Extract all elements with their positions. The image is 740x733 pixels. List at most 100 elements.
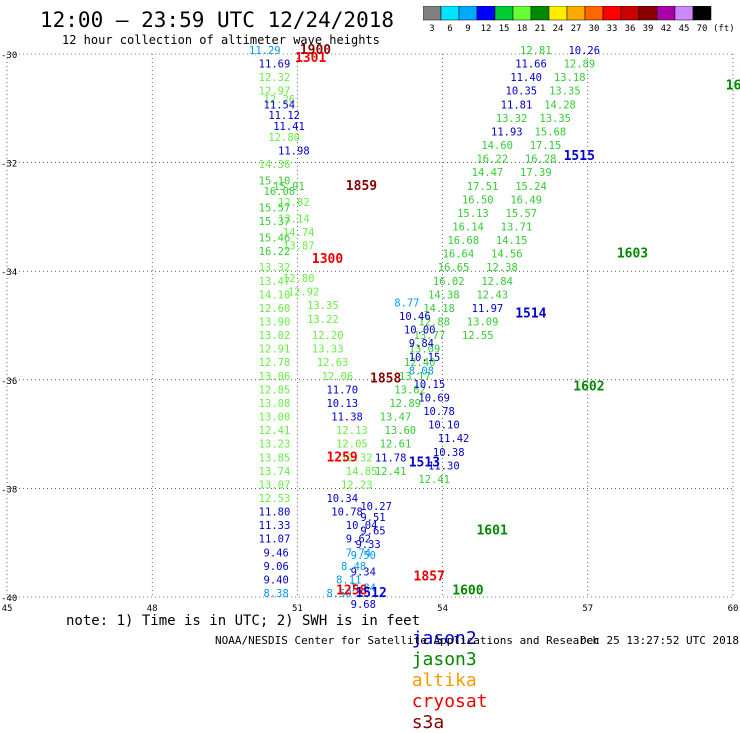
legend-s3a: s3a: [411, 712, 445, 733]
wave-height-label: 12.63: [317, 357, 349, 369]
wave-height-label: 7.74: [346, 547, 371, 559]
wave-height-label: 8.77: [394, 297, 419, 309]
wave-height-label: 10.15: [414, 379, 446, 391]
wave-height-label: 12.89: [564, 59, 596, 71]
colorbar-unit: (ft): [713, 24, 735, 34]
wave-height-label: 12.81: [520, 45, 552, 57]
wave-height-label: 11.41: [273, 121, 305, 133]
wave-height-label: 11.66: [515, 59, 547, 71]
y-tick-label: -30: [1, 51, 17, 61]
wave-height-label: 13.09: [409, 344, 441, 356]
wave-height-label: 14.18: [423, 303, 455, 315]
wave-height-label: 8.08: [409, 365, 434, 377]
wave-height-label: 13.22: [307, 314, 339, 326]
footer-note: note: 1) Time is in UTC; 2) SWH is in fe…: [66, 613, 421, 629]
wave-height-label: 15.24: [515, 181, 547, 193]
wave-height-label: 9.46: [264, 547, 289, 559]
pass-time-label: 1300: [312, 252, 343, 267]
wave-height-label: 15.37: [259, 216, 291, 228]
wave-height-label: 17.39: [520, 167, 552, 179]
colorbar-label: 27: [571, 24, 582, 34]
wave-height-label: 11.12: [268, 110, 300, 122]
wave-height-label: 14.10: [259, 289, 291, 301]
wave-height-label: 13.47: [259, 276, 291, 288]
wave-height-label: 10.27: [360, 501, 392, 513]
wave-height-label: 10.10: [428, 420, 460, 432]
pass-time-label: 1301: [295, 51, 326, 66]
wave-height-label: 9.62: [346, 534, 371, 546]
colorbar-label: 70: [697, 24, 708, 34]
wave-height-label: 11.54: [264, 99, 296, 111]
y-tick-label: -40: [1, 594, 17, 604]
wave-height-label: 13.09: [467, 317, 499, 329]
colorbar-label: 12: [481, 24, 492, 34]
wave-height-label: 10.13: [326, 398, 358, 410]
wave-height-label: 14.60: [481, 140, 513, 152]
page-subtitle: 12 hour collection of altimeter wave hei…: [62, 33, 380, 47]
wave-height-label: 16.22: [476, 154, 508, 166]
wave-height-label: 10.35: [506, 86, 538, 98]
wave-height-label: 16.08: [264, 186, 296, 198]
wave-height-label: 11.40: [510, 72, 542, 84]
wave-height-label: 13.07: [259, 479, 291, 491]
wave-height-label: 14.28: [544, 99, 576, 111]
wave-height-label: 10.34: [326, 493, 358, 505]
wave-height-label: 10.69: [418, 393, 450, 405]
pass-time-label: 16: [726, 78, 740, 93]
wave-height-label: 13.90: [259, 317, 291, 329]
wave-height-label: 15.13: [457, 208, 489, 220]
wave-height-label: 13.23: [259, 439, 291, 451]
wave-height-label: 9.84: [409, 338, 434, 350]
wave-height-label: 12.55: [462, 330, 494, 342]
legend-altika: altika: [411, 670, 477, 691]
pass-time-label: 1259: [326, 450, 357, 465]
wave-height-label: 15.68: [535, 126, 567, 138]
pass-time-label: 1514: [515, 306, 546, 321]
wave-height-label: 15.57: [259, 202, 291, 214]
wave-height-label: 16.68: [447, 235, 479, 247]
wave-height-label: 13.18: [554, 72, 586, 84]
wave-height-label: 12.78: [259, 357, 291, 369]
wave-height-label: 13.35: [307, 300, 339, 312]
page-title: 12:00 – 23:59 UTC 12/24/2018: [40, 8, 395, 32]
wave-height-label: 13.06: [259, 371, 291, 383]
wave-height-label: 12.53: [259, 493, 291, 505]
wave-height-label: 12.05: [336, 439, 368, 451]
wave-height-label: 16.28: [525, 154, 557, 166]
colorbar-label: 18: [517, 24, 528, 34]
wave-height-label: 16.02: [433, 276, 465, 288]
wave-height-label: 9.50: [351, 550, 376, 562]
wave-height-label: 12.13: [336, 425, 368, 437]
wave-height-label: 13.35: [549, 86, 581, 98]
wave-height-label: 12.82: [278, 197, 310, 209]
wave-height-label: 13.32: [496, 113, 528, 125]
wave-height-label: 9.06: [264, 561, 289, 573]
x-tick-label: 51: [292, 604, 303, 614]
wave-height-label: 11.30: [428, 460, 460, 472]
wave-height-label: 15.57: [506, 208, 538, 220]
wave-height-label: 12.41: [259, 425, 291, 437]
pass-time-label: 1858: [370, 372, 401, 387]
wave-height-label: 9.34: [351, 566, 376, 578]
wave-height-label: 15.46: [259, 232, 291, 244]
credit: NOAA/NESDIS Center for Satellite Applica…: [215, 634, 600, 647]
wave-height-label: 13.32: [259, 262, 291, 274]
wave-height-label: 17.51: [467, 181, 499, 193]
wave-height-label: 14.38: [428, 289, 460, 301]
wave-height-label: 7.84: [351, 583, 376, 595]
wave-height-label: 14.15: [496, 235, 528, 247]
x-tick-label: 57: [582, 604, 593, 614]
wave-height-label: 14.56: [491, 249, 523, 261]
legend-jason3: jason3: [411, 649, 477, 670]
colorbar-label: 3: [429, 24, 434, 34]
wave-height-label: 12.80: [268, 132, 300, 144]
wave-height-label: 12.97: [259, 86, 291, 98]
pass-time-label: 1512: [355, 586, 386, 601]
wave-height-label: 13.00: [259, 412, 291, 424]
pass-time-label: 1602: [573, 380, 604, 395]
wave-height-label: 8.50: [326, 588, 351, 600]
wave-height-label: 11.29: [249, 45, 281, 57]
colorbar-label: 33: [607, 24, 618, 34]
wave-height-label: 12.84: [481, 276, 513, 288]
wave-height-label: 8.48: [341, 561, 366, 573]
